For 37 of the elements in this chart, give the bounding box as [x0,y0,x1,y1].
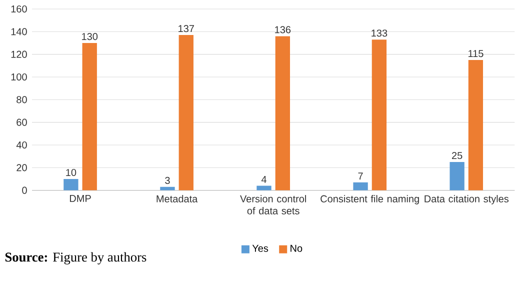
x-tick-label: Metadata [156,195,198,202]
x-tick-label: Data citation styles [424,195,509,204]
bar [64,178,78,190]
bar [160,186,175,190]
data-label: 115 [468,50,484,58]
data-label: 130 [82,32,98,40]
legend-label: Yes [252,244,268,252]
bar [450,162,464,190]
data-label: 10 [66,168,76,176]
x-tick-label: Version control of data sets [240,195,306,214]
data-label: 25 [452,152,462,160]
data-label: 3 [165,176,170,184]
y-tick-label: 100 [11,73,27,81]
y-tick-label: 60 [16,118,27,126]
bar [178,35,194,190]
y-tick-label: 140 [11,28,27,36]
bar [468,60,484,190]
data-label: 136 [275,26,291,34]
text: Source: Figure by authors [5,252,146,264]
y-tick-label: 80 [16,96,27,104]
bar [82,42,97,190]
bar [275,36,290,190]
data-label: 133 [372,30,388,37]
y-tick-label: 0 [22,186,27,194]
legend-label: No [290,244,302,252]
bar [256,186,272,190]
data-label: 4 [261,176,266,183]
y-tick-label: 120 [11,50,27,58]
y-tick-label: 160 [11,5,27,13]
data-label: 7 [358,172,363,180]
bar [353,182,368,190]
data-label: 137 [178,25,194,32]
x-tick-label: Consistent file naming [320,195,419,204]
x-tick-label: DMP [70,195,91,202]
y-tick-label: 40 [16,141,27,149]
y-tick-label: 20 [16,164,27,172]
bar [372,40,387,190]
